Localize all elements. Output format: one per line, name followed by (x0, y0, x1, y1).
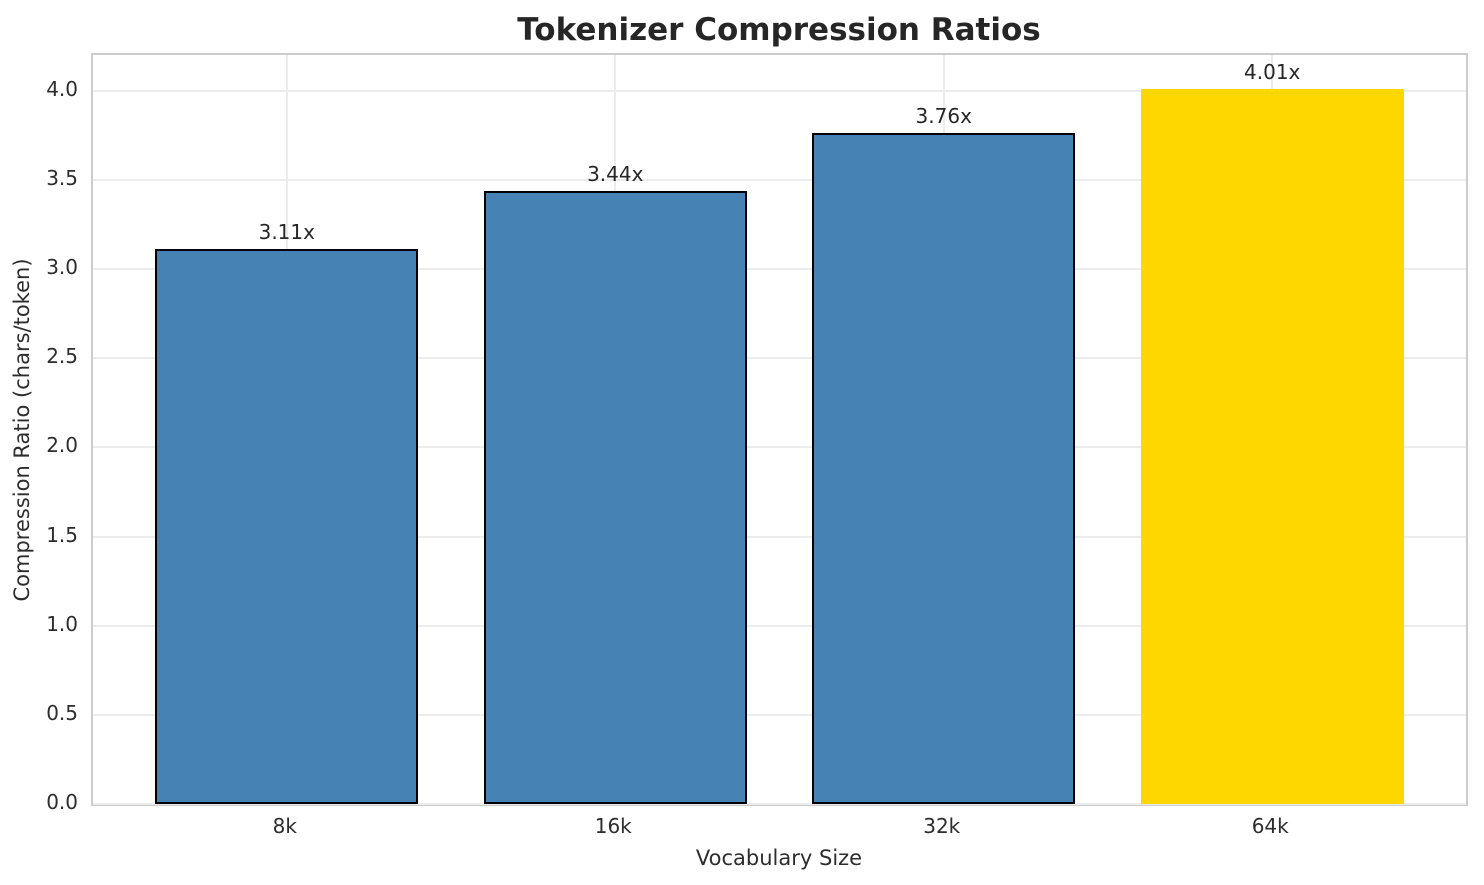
gridline-horizontal (93, 357, 1466, 360)
bar-32k (812, 133, 1076, 804)
x-tick-label: 64k (1251, 814, 1289, 838)
bar-value-label: 4.01x (1244, 59, 1301, 84)
x-tick-label: 16k (594, 814, 632, 838)
x-tick-label: 32k (923, 814, 961, 838)
bar-value-label: 3.76x (915, 104, 972, 129)
bar-64k (1140, 88, 1404, 804)
gridline-horizontal (93, 178, 1466, 181)
y-tick-label: 1.5 (46, 522, 78, 547)
bar-8k (155, 249, 419, 804)
y-axis-label: Compression Ratio (chars/token) (10, 258, 34, 602)
chart-title: Tokenizer Compression Ratios (517, 12, 1041, 48)
x-tick-label: 8k (272, 814, 297, 838)
y-tick-label: 2.0 (46, 433, 78, 458)
y-tick-label: 4.0 (46, 76, 78, 101)
gridline-horizontal (93, 268, 1466, 270)
y-tick-label: 3.5 (46, 165, 78, 190)
bar-16k (483, 190, 747, 804)
y-tick-label: 3.0 (46, 255, 78, 279)
plot-area: 3.11x 3.44x 3.76x 4.01x (91, 53, 1468, 806)
bar-value-label: 3.11x (258, 220, 315, 245)
x-axis-label: Vocabulary Size (695, 846, 863, 870)
y-tick-label: 0.5 (46, 700, 78, 725)
gridline-horizontal (93, 803, 1466, 805)
gridline-horizontal (93, 535, 1466, 538)
bar-value-label: 3.44x (587, 161, 644, 186)
y-tick-label: 0.0 (46, 790, 78, 814)
y-tick-label: 2.5 (46, 344, 78, 369)
gridline-horizontal (93, 624, 1466, 627)
gridline-horizontal (93, 713, 1466, 716)
gridline-horizontal (93, 446, 1466, 449)
gridline-horizontal (93, 89, 1466, 92)
y-tick-label: 1.0 (46, 611, 78, 636)
